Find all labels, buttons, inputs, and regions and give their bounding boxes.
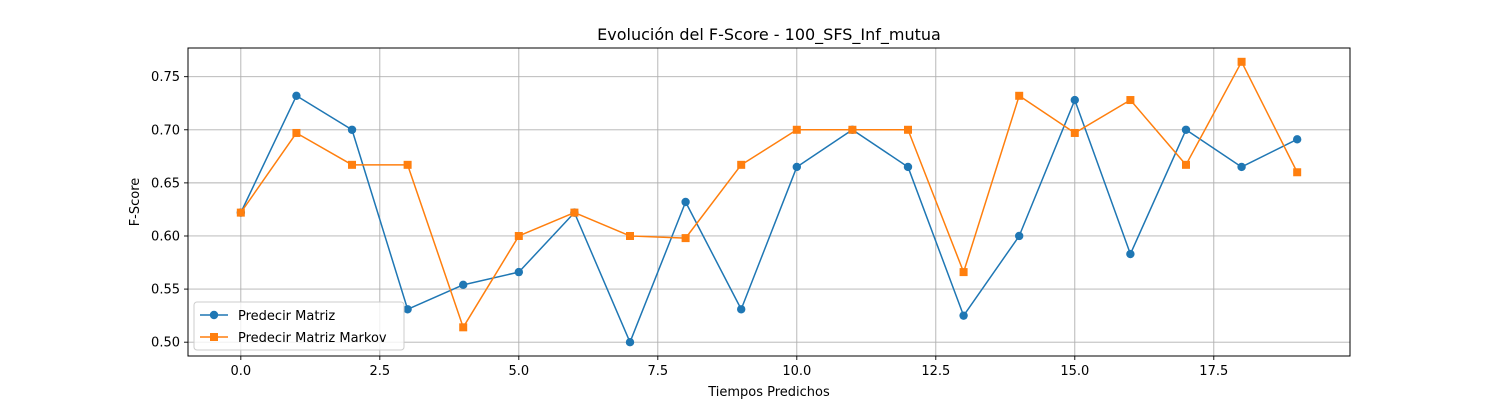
data-point	[292, 128, 301, 137]
series-layer	[236, 57, 1302, 347]
data-point	[514, 267, 524, 277]
series-predecir-matriz-markov	[236, 57, 1302, 332]
data-point	[903, 125, 912, 134]
x-tick-label: 15.0	[1060, 364, 1089, 379]
legend-marker-predecir-matriz-markov	[210, 333, 218, 341]
data-point	[626, 231, 635, 240]
data-point	[848, 125, 857, 134]
data-point	[236, 208, 245, 217]
x-tick-label: 0.0	[230, 364, 251, 379]
plot-frame	[187, 47, 1351, 357]
legend-label-predecir-matriz: Predecir Matriz	[238, 309, 335, 324]
chart-title: Evolución del F-Score - 100_SFS_Inf_mutu…	[597, 25, 941, 45]
x-tick-label: 7.5	[647, 364, 668, 379]
y-tick-label: 0.65	[151, 176, 180, 191]
data-point	[1015, 91, 1024, 100]
data-point	[1070, 128, 1079, 137]
data-point	[1126, 249, 1135, 259]
data-point	[1014, 231, 1024, 241]
data-point	[959, 268, 968, 277]
series-line-predecir-matriz	[240, 95, 1298, 343]
data-point	[1070, 95, 1079, 105]
data-point	[1237, 57, 1246, 66]
data-point	[459, 280, 468, 290]
data-point	[959, 311, 968, 320]
data-point	[403, 160, 412, 169]
data-point	[737, 305, 746, 314]
data-point	[347, 125, 357, 134]
data-point	[1293, 168, 1302, 177]
data-point	[1181, 160, 1190, 169]
y-tick-label: 0.60	[151, 229, 180, 244]
data-point	[1181, 125, 1191, 134]
y-tick-label: 0.55	[151, 283, 180, 298]
data-point	[792, 162, 801, 172]
legend-box	[193, 301, 405, 351]
data-point	[292, 91, 301, 100]
x-axis-label: Tiempos Predichos	[707, 385, 830, 400]
data-point	[681, 234, 690, 243]
legend-marker-predecir-matriz	[209, 310, 219, 320]
legend: Predecir Matriz Predecir Matriz Markov	[193, 301, 405, 351]
legend-label-predecir-matriz-markov: Predecir Matriz Markov	[238, 331, 387, 346]
series-line-predecir-matriz-markov	[240, 61, 1298, 329]
data-point	[459, 323, 468, 332]
data-point	[1237, 162, 1246, 172]
y-tick-label: 0.75	[151, 70, 180, 85]
data-point	[1126, 96, 1135, 105]
x-tick-label: 17.5	[1199, 364, 1228, 379]
data-point	[737, 160, 746, 169]
data-point	[403, 305, 412, 314]
data-point	[1292, 135, 1302, 144]
data-point	[514, 231, 523, 240]
y-tick-label: 0.50	[151, 336, 180, 351]
x-tick-label: 10.0	[782, 364, 811, 379]
data-point	[681, 197, 690, 207]
data-point	[348, 160, 357, 169]
x-axis: 0.0 2.5 5.0 7.5 10.0 12.5 15.0 17.5	[230, 356, 1228, 379]
x-tick-label: 12.5	[921, 364, 950, 379]
data-point	[570, 208, 579, 217]
data-point	[625, 337, 635, 347]
data-point	[792, 125, 801, 134]
x-tick-label: 2.5	[369, 364, 390, 379]
y-axis: 0.50 0.55 0.60 0.65 0.70 0.75	[151, 70, 188, 351]
y-tick-label: 0.70	[151, 123, 180, 138]
data-point	[903, 162, 913, 172]
y-axis-label: F-Score	[128, 178, 143, 227]
x-tick-label: 5.0	[508, 364, 529, 379]
